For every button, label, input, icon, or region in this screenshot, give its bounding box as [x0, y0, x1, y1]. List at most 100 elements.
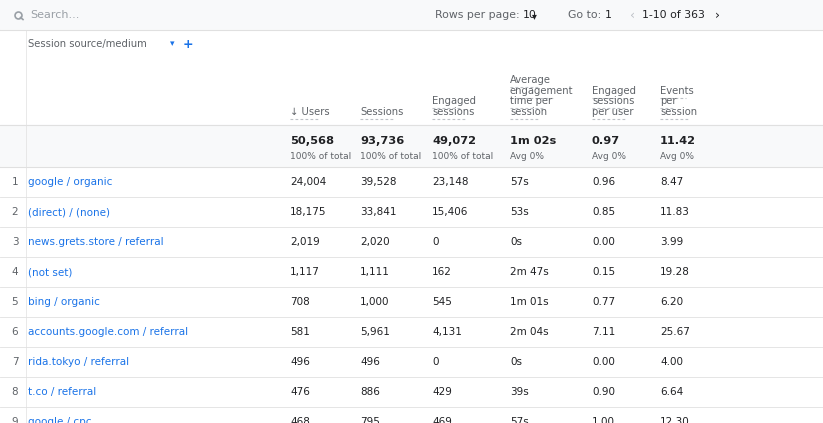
Text: ↓ Users: ↓ Users — [290, 107, 330, 117]
Text: Average: Average — [510, 75, 551, 85]
Text: 496: 496 — [360, 357, 380, 367]
Text: 4,131: 4,131 — [432, 327, 462, 337]
Text: 1-10 of 363: 1-10 of 363 — [642, 10, 704, 20]
Text: 9: 9 — [12, 417, 18, 423]
Text: session: session — [660, 107, 697, 117]
Text: 23,148: 23,148 — [432, 177, 468, 187]
Text: 2,019: 2,019 — [290, 237, 320, 247]
Text: (direct) / (none): (direct) / (none) — [28, 207, 110, 217]
Text: 0s: 0s — [510, 357, 522, 367]
Text: 4: 4 — [12, 267, 18, 277]
Text: 4.00: 4.00 — [660, 357, 683, 367]
Text: accounts.google.com / referral: accounts.google.com / referral — [28, 327, 188, 337]
Text: 545: 545 — [432, 297, 452, 307]
Text: 3: 3 — [12, 237, 18, 247]
Text: +: + — [183, 38, 193, 50]
Text: sessions: sessions — [432, 107, 474, 117]
Text: 6.64: 6.64 — [660, 387, 683, 397]
Text: 0: 0 — [432, 357, 439, 367]
Bar — [0, 0, 823, 30]
Text: 25.67: 25.67 — [660, 327, 690, 337]
Text: 50,568: 50,568 — [290, 135, 334, 146]
Text: Avg 0%: Avg 0% — [660, 152, 694, 161]
Text: 2m 04s: 2m 04s — [510, 327, 549, 337]
Text: ▾: ▾ — [532, 11, 537, 21]
Text: Engaged: Engaged — [432, 96, 476, 106]
Text: 0.96: 0.96 — [592, 177, 615, 187]
Text: 886: 886 — [360, 387, 380, 397]
Bar — [0, 167, 823, 197]
Text: 496: 496 — [290, 357, 310, 367]
Text: 162: 162 — [432, 267, 452, 277]
Text: 0.90: 0.90 — [592, 387, 615, 397]
Text: 100% of total: 100% of total — [432, 152, 493, 161]
Text: rida.tokyo / referral: rida.tokyo / referral — [28, 357, 129, 367]
Text: 1,000: 1,000 — [360, 297, 389, 307]
Text: Search...: Search... — [30, 10, 79, 20]
Text: 6: 6 — [12, 327, 18, 337]
Bar — [0, 287, 823, 317]
Text: 469: 469 — [432, 417, 452, 423]
Text: 11.42: 11.42 — [660, 135, 696, 146]
Text: 7: 7 — [12, 357, 18, 367]
Text: 33,841: 33,841 — [360, 207, 397, 217]
Text: 0.00: 0.00 — [592, 357, 615, 367]
Text: 0s: 0s — [510, 237, 522, 247]
Text: bing / organic: bing / organic — [28, 297, 100, 307]
Text: 8: 8 — [12, 387, 18, 397]
Text: 1.00: 1.00 — [592, 417, 615, 423]
Text: 0.15: 0.15 — [592, 267, 615, 277]
Text: Avg 0%: Avg 0% — [592, 152, 626, 161]
Text: 39,528: 39,528 — [360, 177, 397, 187]
Text: ›: › — [715, 8, 720, 22]
Text: 11.83: 11.83 — [660, 207, 690, 217]
Text: 0: 0 — [432, 237, 439, 247]
Text: 0.77: 0.77 — [592, 297, 615, 307]
Bar — [0, 125, 823, 167]
Text: ‹: ‹ — [630, 8, 635, 22]
Text: Rows per page:: Rows per page: — [435, 10, 519, 20]
Text: Go to:: Go to: — [568, 10, 602, 20]
Text: 5: 5 — [12, 297, 18, 307]
Text: 581: 581 — [290, 327, 310, 337]
Text: 476: 476 — [290, 387, 310, 397]
Text: t.co / referral: t.co / referral — [28, 387, 96, 397]
Text: 468: 468 — [290, 417, 310, 423]
Text: engagement: engagement — [510, 86, 574, 96]
Bar — [0, 317, 823, 347]
Bar — [0, 227, 823, 257]
Text: Session source/medium: Session source/medium — [28, 39, 146, 49]
Text: 0.00: 0.00 — [592, 237, 615, 247]
Text: 93,736: 93,736 — [360, 135, 404, 146]
Text: 57s: 57s — [510, 177, 528, 187]
Text: Engaged: Engaged — [592, 86, 636, 96]
Bar — [0, 257, 823, 287]
Bar — [0, 407, 823, 423]
Text: 1,117: 1,117 — [290, 267, 320, 277]
Text: 2,020: 2,020 — [360, 237, 389, 247]
Text: google / organic: google / organic — [28, 177, 113, 187]
Text: google / cpc: google / cpc — [28, 417, 91, 423]
Text: 15,406: 15,406 — [432, 207, 468, 217]
Text: 7.11: 7.11 — [592, 327, 616, 337]
Text: session: session — [510, 107, 547, 117]
Text: 795: 795 — [360, 417, 380, 423]
Bar — [0, 30, 823, 125]
Text: 2m 47s: 2m 47s — [510, 267, 549, 277]
Text: 5,961: 5,961 — [360, 327, 390, 337]
Text: sessions: sessions — [592, 96, 635, 106]
Text: 19.28: 19.28 — [660, 267, 690, 277]
Text: 1: 1 — [605, 10, 611, 20]
Text: 429: 429 — [432, 387, 452, 397]
Text: 100% of total: 100% of total — [360, 152, 421, 161]
Text: 12.30: 12.30 — [660, 417, 690, 423]
Text: Avg 0%: Avg 0% — [510, 152, 544, 161]
Text: 39s: 39s — [510, 387, 528, 397]
Text: 0.85: 0.85 — [592, 207, 615, 217]
Text: 10: 10 — [523, 10, 537, 20]
Text: Sessions: Sessions — [360, 107, 403, 117]
Text: 6.20: 6.20 — [660, 297, 683, 307]
Text: 1m 01s: 1m 01s — [510, 297, 549, 307]
Text: 3.99: 3.99 — [660, 237, 683, 247]
Text: 49,072: 49,072 — [432, 135, 476, 146]
